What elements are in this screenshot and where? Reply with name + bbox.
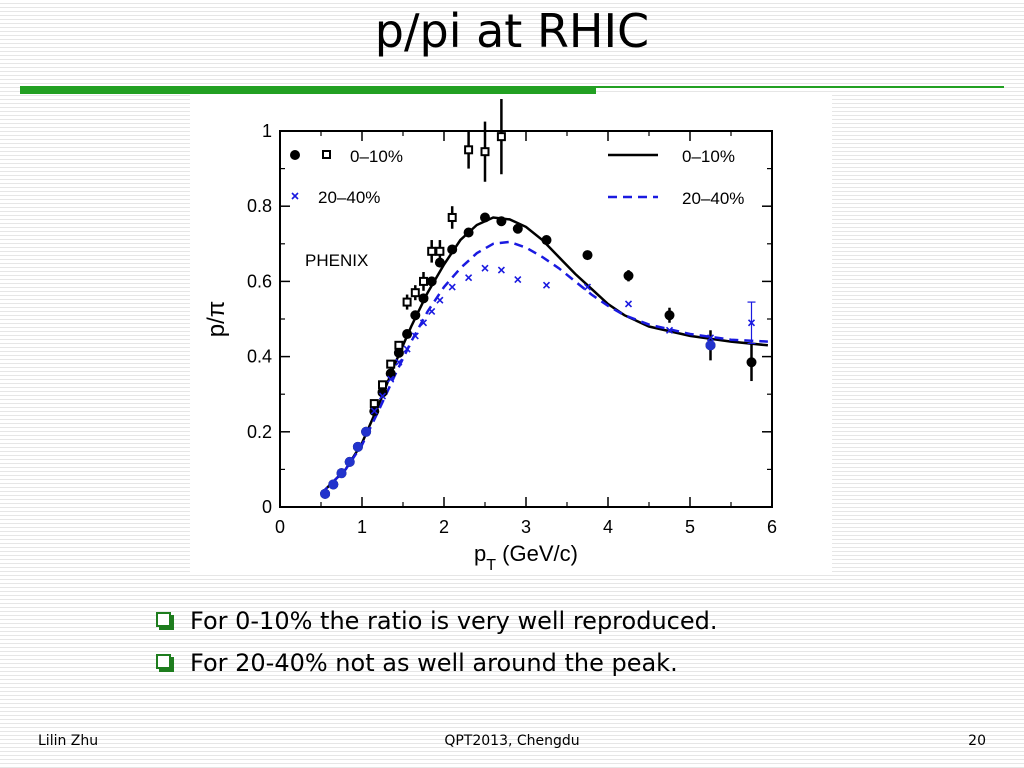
- x-tick-label: 2: [439, 517, 449, 537]
- data-point-filled-circle: [352, 441, 363, 452]
- bullet-list: For 0-10% the ratio is very well reprodu…: [152, 602, 717, 686]
- data-point-cross: [411, 332, 419, 340]
- data-point-cross: [542, 281, 551, 289]
- data-point-open-square: [394, 340, 404, 350]
- data-point-open-square: [464, 145, 474, 155]
- bullet-text: For 20-40% not as well around the peak.: [190, 649, 678, 677]
- x-axis-label-subscript: T: [486, 557, 496, 572]
- data-point-cross: [481, 264, 489, 272]
- data-point-filled-circle: [385, 368, 396, 379]
- bullet-item: For 20-40% not as well around the peak.: [152, 644, 717, 686]
- data-point-filled-circle: [582, 250, 593, 261]
- legend-label: 20–40%: [682, 189, 744, 208]
- y-tick-label: 0.8: [247, 196, 272, 216]
- data-point-cross: [419, 319, 428, 327]
- checkbox-bullet-icon: [156, 654, 171, 669]
- bullet-text: For 0-10% the ratio is very well reprodu…: [190, 607, 718, 635]
- y-tick-label: 0.4: [247, 347, 272, 367]
- data-point-open-square: [435, 246, 445, 256]
- p-pi-ratio-chart: 0 1 2 3 4 5 6 0 0.2 0.4 0.6 0.8 1 p/π pT (GeV/c) PHENIX…: [203, 99, 777, 572]
- data-point-open-square: [386, 359, 396, 369]
- x-axis-label: pT (GeV/c): [474, 541, 578, 572]
- data-point-open-square: [410, 288, 420, 298]
- data-point-cross: [624, 300, 633, 308]
- data-point-filled-circle: [418, 293, 429, 304]
- legend-marker-filled-circle: [290, 150, 300, 160]
- data-point-cross: [665, 326, 674, 334]
- legend-marker-cross: [291, 192, 299, 200]
- y-tick-label: 0.6: [247, 271, 272, 291]
- data-point-cross: [514, 275, 522, 284]
- x-axis-label-unit: (GeV/c): [496, 541, 578, 566]
- data-point-filled-circle: [447, 244, 458, 255]
- data-point-cross: [403, 345, 411, 353]
- data-point-filled-circle: [402, 329, 413, 340]
- data-point-cross: [378, 392, 387, 400]
- data-point-cross: [583, 283, 592, 291]
- data-point-open-square: [447, 212, 457, 222]
- legend-label: 20–40%: [318, 188, 380, 207]
- data-point-cross: [370, 407, 378, 415]
- data-point-open-square: [378, 380, 387, 390]
- legend-label: 0–10%: [350, 147, 403, 166]
- data-point-filled-circle: [512, 223, 523, 234]
- x-tick-label: 1: [357, 517, 367, 537]
- data-point-filled-circle: [463, 227, 474, 238]
- x-tick-label: 6: [767, 517, 777, 537]
- x-tick-label: 4: [603, 517, 613, 537]
- title-underline-thin: [596, 86, 1004, 88]
- checkbox-bullet-icon: [156, 612, 171, 627]
- data-point-open-square: [419, 276, 428, 286]
- title-underline: [20, 86, 596, 94]
- data-point-cross: [497, 266, 505, 274]
- figure-panel: 0 1 2 3 4 5 6 0 0.2 0.4 0.6 0.8 1 p/π pT (GeV/c) PHENIX…: [190, 94, 832, 572]
- x-tick-label: 3: [521, 517, 531, 537]
- data-point-filled-circle: [344, 456, 355, 467]
- data-point-filled-circle: [541, 235, 552, 246]
- data-point-cross: [747, 319, 756, 327]
- footer-author: Lilin Zhu: [38, 733, 99, 749]
- data-point-open-square: [369, 399, 379, 409]
- data-point-filled-circle: [361, 426, 372, 437]
- data-point-filled-circle: [705, 340, 716, 351]
- data-point-filled-circle: [377, 387, 388, 398]
- footer-page-number: 20: [968, 733, 986, 749]
- data-point-cross: [706, 334, 715, 342]
- data-point-open-square: [402, 297, 412, 307]
- data-point-cross: [465, 274, 473, 282]
- x-tick-label: 0: [275, 517, 285, 537]
- slide-title: p/pi at RHIC: [374, 4, 650, 58]
- data-point-open-square: [480, 147, 490, 157]
- y-tick-label: 0: [262, 497, 272, 517]
- footer-event: QPT2013, Chengdu: [444, 733, 580, 749]
- data-point-filled-circle: [480, 212, 490, 223]
- data-point-open-square: [427, 246, 437, 256]
- y-tick-label: 0.2: [247, 422, 272, 442]
- bullet-item: For 0-10% the ratio is very well reprodu…: [152, 602, 717, 644]
- x-axis-label-main: p: [474, 541, 486, 566]
- data-point-filled-circle: [623, 270, 634, 281]
- y-tick-label: 1: [262, 121, 272, 141]
- data-point-filled-circle: [393, 347, 404, 358]
- data-point-cross: [428, 307, 436, 316]
- data-point-filled-circle: [496, 216, 507, 227]
- data-point-cross: [387, 375, 395, 383]
- legend-label: 0–10%: [682, 147, 735, 166]
- y-axis-label: p/π: [203, 301, 230, 338]
- model-curve-dashed: [320, 240, 768, 495]
- data-point-open-square: [496, 132, 506, 142]
- data-point-cross: [436, 296, 444, 304]
- data-point-filled-circle: [746, 357, 757, 368]
- data-point-filled-circle: [410, 310, 421, 321]
- data-point-filled-circle: [664, 310, 675, 321]
- phenix-annotation: PHENIX: [305, 251, 368, 270]
- data-point-filled-circle: [320, 488, 331, 499]
- x-tick-label: 5: [685, 517, 695, 537]
- data-point-filled-circle: [328, 479, 339, 490]
- data-point-cross: [395, 358, 403, 366]
- data-point-filled-circle: [336, 468, 347, 479]
- data-point-filled-circle: [426, 276, 437, 287]
- data-point-cross: [448, 283, 456, 291]
- legend-marker-open-square: [322, 150, 331, 159]
